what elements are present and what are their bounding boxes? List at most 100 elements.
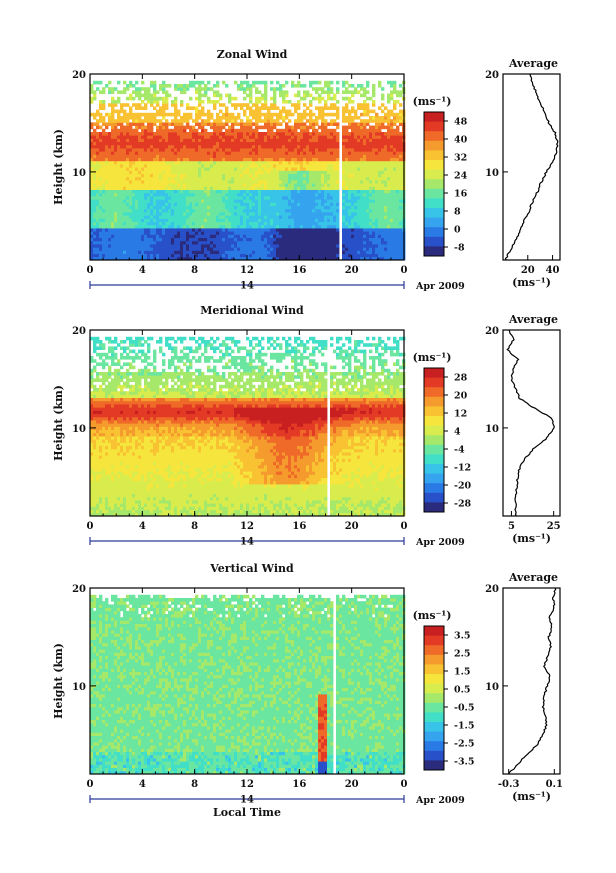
heatmap-cell: [135, 208, 139, 213]
heatmap-cell: [297, 154, 301, 158]
heatmap-cell: [387, 244, 391, 248]
heatmap-cell: [240, 202, 244, 206]
heatmap-cell: [297, 164, 301, 168]
heatmap-cell: [222, 247, 226, 251]
heatmap-cell: [192, 247, 196, 251]
heatmap-cell: [384, 240, 388, 245]
heatmap-cell: [183, 256, 187, 261]
heatmap-cell: [330, 90, 334, 94]
heatmap-cell: [201, 244, 205, 248]
heatmap-cell: [99, 205, 103, 210]
heatmap-cell: [366, 148, 370, 152]
heatmap-cell: [315, 212, 319, 216]
heatmap-cell: [330, 112, 334, 117]
heatmap-cell: [180, 151, 184, 155]
heatmap-cell: [363, 125, 367, 130]
heatmap-cell: [129, 186, 133, 190]
heatmap-cell: [189, 180, 193, 184]
heatmap-cell: [252, 244, 256, 248]
heatmap-cell: [342, 196, 346, 200]
heatmap-cell: [129, 183, 133, 187]
heatmap-cell: [363, 138, 367, 142]
heatmap-cell: [96, 164, 100, 168]
heatmap-cell: [306, 215, 310, 219]
heatmap-cell: [225, 154, 229, 158]
heatmap-cell: [93, 244, 97, 248]
heatmap-cell: [147, 116, 151, 120]
heatmap-cell: [276, 170, 280, 174]
heatmap-cell: [267, 234, 271, 238]
heatmap-cell: [366, 109, 370, 114]
heatmap-cell: [219, 135, 223, 139]
heatmap-cell: [375, 256, 379, 261]
heatmap-cell: [384, 205, 388, 210]
heatmap-cell: [375, 135, 379, 139]
heatmap-cell: [240, 244, 244, 248]
heatmap-cell: [156, 151, 160, 155]
heatmap-cell: [129, 160, 133, 165]
heatmap-cell: [357, 151, 361, 155]
heatmap-cell: [195, 119, 199, 123]
heatmap-cell: [360, 228, 364, 232]
heatmap-cell: [315, 173, 319, 178]
heatmap-cell: [375, 157, 379, 162]
heatmap-cell: [282, 186, 286, 190]
heatmap-cell: [249, 244, 253, 248]
heatmap-cell: [180, 148, 184, 152]
heatmap-cell: [114, 199, 118, 203]
heatmap-cell: [147, 212, 151, 216]
heatmap-cell: [138, 141, 142, 146]
heatmap-cell: [324, 250, 328, 254]
heatmap-cell: [117, 247, 121, 251]
heatmap-cell: [171, 100, 175, 104]
heatmap-cell: [174, 218, 178, 222]
heatmap-cell: [348, 224, 352, 229]
heatmap-cell: [225, 237, 229, 242]
heatmap-cell: [279, 167, 283, 171]
heatmap-cell: [114, 215, 118, 219]
heatmap-cell: [141, 212, 145, 216]
heatmap-cell: [222, 256, 226, 261]
heatmap-cell: [237, 221, 241, 226]
heatmap-cell: [138, 144, 142, 149]
heatmap-cell: [285, 244, 289, 248]
heatmap-cell: [267, 208, 271, 213]
heatmap-cell: [321, 170, 325, 174]
heatmap-cell: [315, 119, 319, 123]
heatmap-cell: [252, 154, 256, 158]
heatmap-cell: [366, 138, 370, 142]
heatmap-cell: [216, 253, 220, 258]
heatmap-cell: [300, 247, 304, 251]
heatmap-cell: [168, 180, 172, 184]
heatmap-cell: [342, 141, 346, 146]
heatmap-cell: [99, 250, 103, 254]
heatmap-cell: [153, 151, 157, 155]
heatmap-cell: [348, 167, 352, 171]
heatmap-cell: [384, 228, 388, 232]
heatmap-cell: [243, 148, 247, 152]
heatmap-cell: [225, 221, 229, 226]
heatmap-cell: [219, 173, 223, 178]
heatmap-cell: [306, 224, 310, 229]
heatmap-cell: [123, 208, 127, 213]
heatmap-cell: [267, 164, 271, 168]
heatmap-cell: [360, 240, 364, 245]
heatmap-cell: [330, 144, 334, 149]
heatmap-cell: [240, 132, 244, 136]
heatmap-cell: [123, 128, 127, 133]
heatmap-cell: [363, 122, 367, 126]
heatmap-cell: [246, 154, 250, 158]
heatmap-cell: [336, 116, 340, 120]
heatmap-cell: [204, 173, 208, 178]
heatmap-cell: [102, 196, 106, 200]
heatmap-cell: [234, 228, 238, 232]
heatmap-cell: [312, 141, 316, 146]
heatmap-cell: [318, 215, 322, 219]
heatmap-cell: [399, 151, 403, 155]
heatmap-cell: [357, 125, 361, 130]
heatmap-cell: [93, 90, 97, 94]
heatmap-cell: [99, 244, 103, 248]
heatmap-cell: [204, 189, 208, 194]
heatmap-cell: [396, 93, 400, 98]
heatmap-cell: [354, 154, 358, 158]
